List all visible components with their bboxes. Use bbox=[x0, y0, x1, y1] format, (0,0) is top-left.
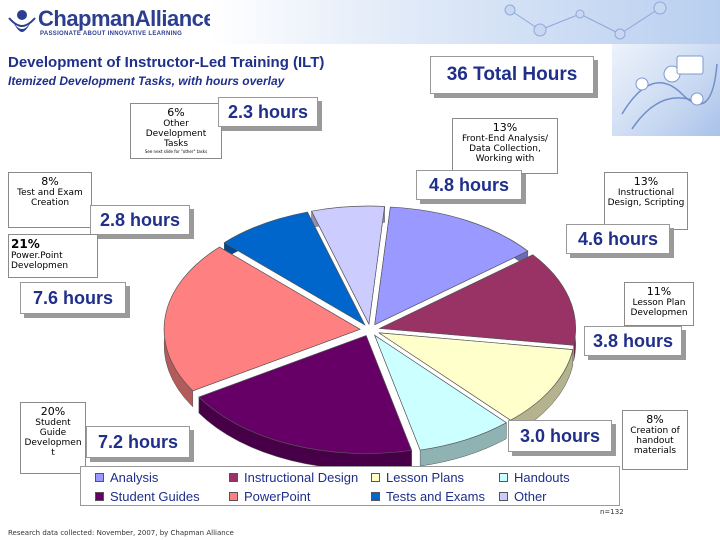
legend-swatch-analysis bbox=[95, 473, 104, 482]
callout-powerpoint-label: 21% Power.Point Developmen bbox=[8, 234, 98, 278]
legend-item-tests-and-exams: Tests and Exams bbox=[371, 489, 485, 504]
legend-label-instructional-design: Instructional Design bbox=[244, 470, 359, 485]
legend-swatch-lesson-plans bbox=[371, 473, 380, 482]
total-hours: 36 Total Hours bbox=[430, 56, 594, 94]
research-note: Research data collected: November, 2007,… bbox=[8, 529, 234, 537]
legend-item-analysis: Analysis bbox=[95, 470, 158, 485]
callout-guides-pct: 20% bbox=[40, 405, 66, 418]
callout-tests-pct: 8% bbox=[41, 175, 59, 188]
callout-other-caption: Other Development Tasks bbox=[145, 119, 207, 149]
logo-tagline: PASSIONATE ABOUT INNOVATIVE LEARNING bbox=[40, 31, 183, 37]
molecule-image-icon bbox=[621, 55, 718, 130]
legend-swatch-powerpoint bbox=[229, 492, 238, 501]
callout-guides-caption: Student Guide Developmen t bbox=[24, 418, 82, 458]
callout-design-pct: 13% bbox=[633, 175, 659, 188]
legend-swatch-student-guides bbox=[95, 492, 104, 501]
pie-slice-handouts bbox=[373, 334, 508, 451]
chart-legend: Analysis Instructional Design Lesson Plans… bbox=[80, 466, 620, 506]
callout-guides-hours: 7.2 hours bbox=[86, 426, 190, 458]
callout-handouts-pct: 8% bbox=[646, 413, 664, 426]
callout-design-hours: 4.6 hours bbox=[566, 224, 670, 254]
pie-slice-analysis bbox=[374, 206, 529, 326]
callout-handouts-caption: Creation of handout materials bbox=[630, 426, 680, 456]
logo: ChapmanAlliance PASSIONATE ABOUT INNOVAT… bbox=[8, 4, 218, 42]
callout-handouts-hours: 3.0 hours bbox=[508, 420, 612, 452]
callout-analysis-pct: 13% bbox=[492, 121, 518, 134]
legend-label-student-guides: Student Guides bbox=[110, 489, 200, 504]
callout-powerpoint-pct: 21% bbox=[11, 237, 40, 251]
callout-analysis-label: 13% Front-End Analysis/ Data Collection,… bbox=[452, 118, 558, 174]
page-title: Development of Instructor-Led Training (… bbox=[8, 54, 325, 71]
legend-label-tests-and-exams: Tests and Exams bbox=[386, 489, 485, 504]
callout-tests-caption: Test and Exam Creation bbox=[17, 188, 83, 208]
pie-slice-lesson-plans bbox=[378, 332, 574, 421]
pie-slice-powerpoint bbox=[163, 246, 361, 392]
logo-text: ChapmanAlliance bbox=[38, 6, 216, 31]
callout-handouts-label: 8% Creation of handout materials bbox=[622, 410, 688, 470]
header-image bbox=[612, 44, 720, 136]
callout-lesson-caption: Lesson Plan Developmen bbox=[630, 298, 688, 318]
callout-other-hours: 2.3 hours bbox=[218, 97, 318, 127]
callout-design-label: 13% Instructional Design, Scripting bbox=[604, 172, 688, 230]
callout-other-pct: 6% bbox=[167, 106, 185, 119]
callout-lesson-label: 11% Lesson Plan Developmen bbox=[624, 282, 694, 326]
legend-item-handouts: Handouts bbox=[499, 470, 570, 485]
callout-tests-label: 8% Test and Exam Creation bbox=[8, 172, 92, 228]
page-subtitle: Itemized Development Tasks, with hours o… bbox=[8, 74, 285, 88]
legend-label-powerpoint: PowerPoint bbox=[244, 489, 311, 504]
sample-size: n=132 bbox=[600, 508, 624, 516]
legend-item-instructional-design: Instructional Design bbox=[229, 470, 358, 485]
legend-label-other: Other bbox=[514, 489, 547, 504]
legend-swatch-tests-and-exams bbox=[371, 492, 380, 501]
pie-slice-other bbox=[311, 205, 385, 326]
legend-item-student-guides: Student Guides bbox=[95, 489, 200, 504]
pie-slice-student-guides bbox=[198, 335, 413, 454]
legend-label-lesson-plans: Lesson Plans bbox=[386, 470, 465, 485]
logo-mark-icon bbox=[8, 10, 36, 32]
legend-label-analysis: Analysis bbox=[110, 470, 159, 485]
legend-swatch-instructional-design bbox=[229, 473, 238, 482]
pie-slice-instructional-design bbox=[378, 254, 576, 346]
legend-item-other: Other bbox=[499, 489, 547, 504]
legend-item-lesson-plans: Lesson Plans bbox=[371, 470, 464, 485]
callout-tests-hours: 2.8 hours bbox=[90, 205, 190, 235]
callout-powerpoint-caption: Power.Point Developmen bbox=[11, 251, 69, 271]
callout-other-label: 6% Other Development Tasks See next slid… bbox=[130, 103, 222, 159]
callout-analysis-caption: Front-End Analysis/ Data Collection, Wor… bbox=[461, 134, 549, 164]
callout-other-note: See next slide for "other" tasks bbox=[144, 149, 208, 154]
callout-analysis-hours: 4.8 hours bbox=[416, 170, 522, 200]
callout-lesson-hours: 3.8 hours bbox=[584, 326, 682, 356]
legend-item-powerpoint: PowerPoint bbox=[229, 489, 310, 504]
legend-swatch-handouts bbox=[499, 473, 508, 482]
callout-lesson-pct: 11% bbox=[646, 285, 672, 298]
molecule-decoration-icon bbox=[504, 1, 667, 40]
legend-swatch-other bbox=[499, 492, 508, 501]
callout-design-caption: Instructional Design, Scripting bbox=[607, 188, 685, 208]
header-banner bbox=[210, 0, 720, 44]
callout-powerpoint-hours: 7.6 hours bbox=[20, 282, 126, 314]
legend-label-handouts: Handouts bbox=[514, 470, 570, 485]
pie-slice-tests-and-exams bbox=[223, 211, 366, 326]
callout-guides-label: 20% Student Guide Developmen t bbox=[20, 402, 86, 474]
